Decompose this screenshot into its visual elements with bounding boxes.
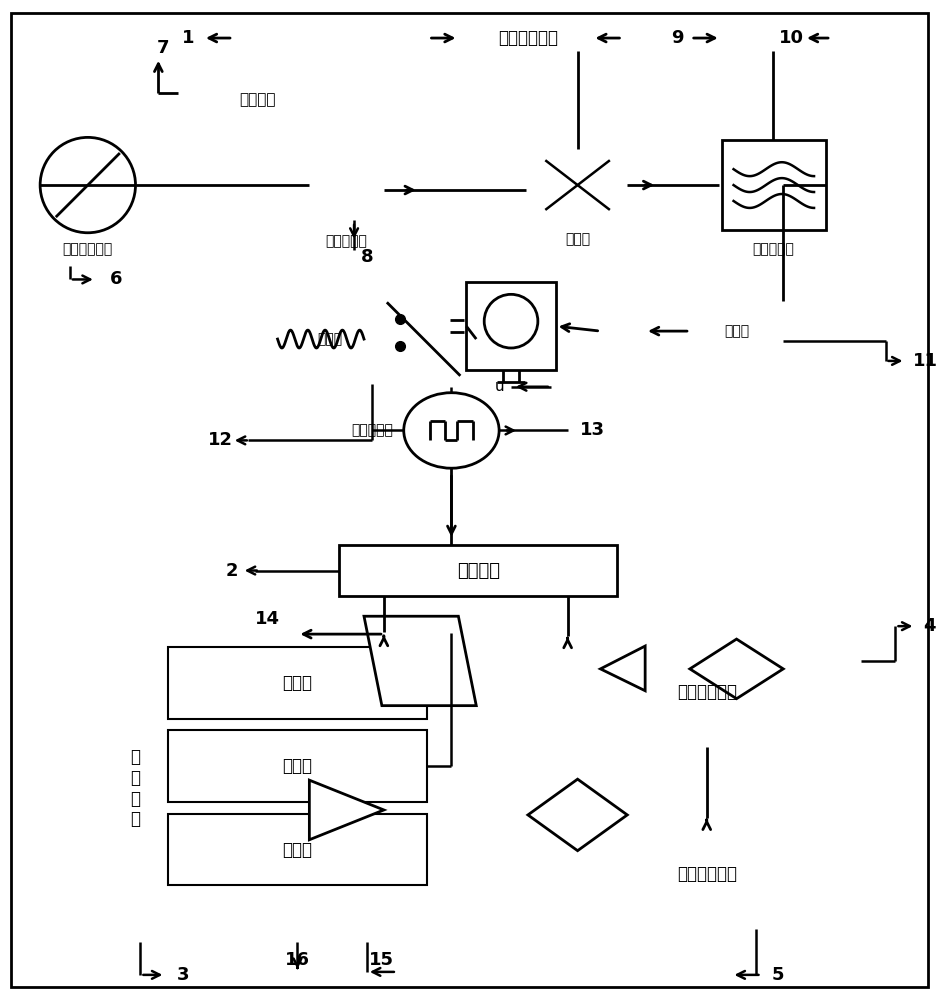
Text: 控制模块: 控制模块 [456, 562, 500, 580]
Polygon shape [364, 616, 476, 706]
Text: 11: 11 [914, 352, 938, 370]
Text: 7: 7 [157, 39, 170, 57]
Text: 显
示
模
块: 显 示 模 块 [130, 748, 141, 828]
Bar [101, 634, 476, 942]
Text: u: u [494, 379, 504, 394]
Bar [553, 818, 861, 929]
Bar [168, 730, 426, 802]
Text: 13: 13 [580, 421, 604, 439]
Text: 外部电路: 外部电路 [240, 92, 276, 107]
Text: 时钟发生器: 时钟发生器 [351, 423, 393, 437]
Text: 脉搏监测模块: 脉搏监测模块 [498, 29, 558, 47]
Text: 12: 12 [207, 431, 232, 449]
Polygon shape [601, 646, 645, 691]
Text: 5: 5 [771, 966, 784, 984]
Text: 低通滤波器: 低通滤波器 [753, 243, 794, 257]
Text: 蜂鸣器: 蜂鸣器 [283, 757, 312, 775]
Text: 比较器: 比较器 [724, 324, 749, 338]
Circle shape [41, 137, 136, 233]
Text: 3: 3 [177, 966, 190, 984]
Text: 计数器: 计数器 [317, 332, 342, 346]
Text: 震动器: 震动器 [283, 841, 312, 859]
Text: 无线传输模块: 无线传输模块 [677, 683, 736, 701]
Bar [721, 140, 826, 230]
Bar [178, 51, 903, 518]
Bar [467, 282, 555, 370]
Text: 4: 4 [923, 617, 935, 635]
Polygon shape [690, 639, 784, 699]
Text: 1: 1 [182, 29, 194, 47]
Bar [183, 66, 430, 508]
Bar [339, 545, 618, 596]
Text: 15: 15 [370, 951, 394, 969]
Text: 10: 10 [779, 29, 803, 47]
Bar [553, 636, 861, 747]
Polygon shape [309, 780, 384, 840]
Text: 6: 6 [109, 270, 123, 288]
Text: 2: 2 [225, 562, 239, 580]
Text: 16: 16 [285, 951, 310, 969]
Text: 9: 9 [670, 29, 683, 47]
Text: 跨阻放大器: 跨阻放大器 [325, 235, 367, 249]
Bar [168, 647, 426, 719]
Text: 微流体传感器: 微流体传感器 [62, 243, 113, 257]
Text: 终端接收模块: 终端接收模块 [677, 865, 736, 883]
Polygon shape [528, 779, 627, 851]
Text: 8: 8 [360, 248, 373, 266]
Ellipse shape [404, 393, 499, 468]
Text: 显示器: 显示器 [283, 674, 312, 692]
Bar [168, 814, 426, 885]
Text: 乘法器: 乘法器 [565, 232, 590, 246]
Text: 14: 14 [256, 610, 280, 628]
